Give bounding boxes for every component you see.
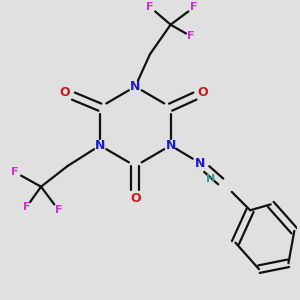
Text: F: F (146, 2, 154, 12)
Text: F: F (11, 167, 18, 177)
Text: H: H (206, 174, 215, 184)
Text: O: O (59, 86, 70, 99)
Text: N: N (165, 139, 176, 152)
Text: F: F (190, 2, 198, 12)
Text: N: N (95, 139, 105, 152)
Text: O: O (198, 86, 208, 99)
Text: N: N (195, 157, 205, 169)
Text: F: F (188, 32, 195, 41)
Text: F: F (22, 202, 30, 212)
Text: N: N (130, 80, 140, 93)
Text: F: F (55, 205, 62, 215)
Text: O: O (130, 192, 141, 205)
